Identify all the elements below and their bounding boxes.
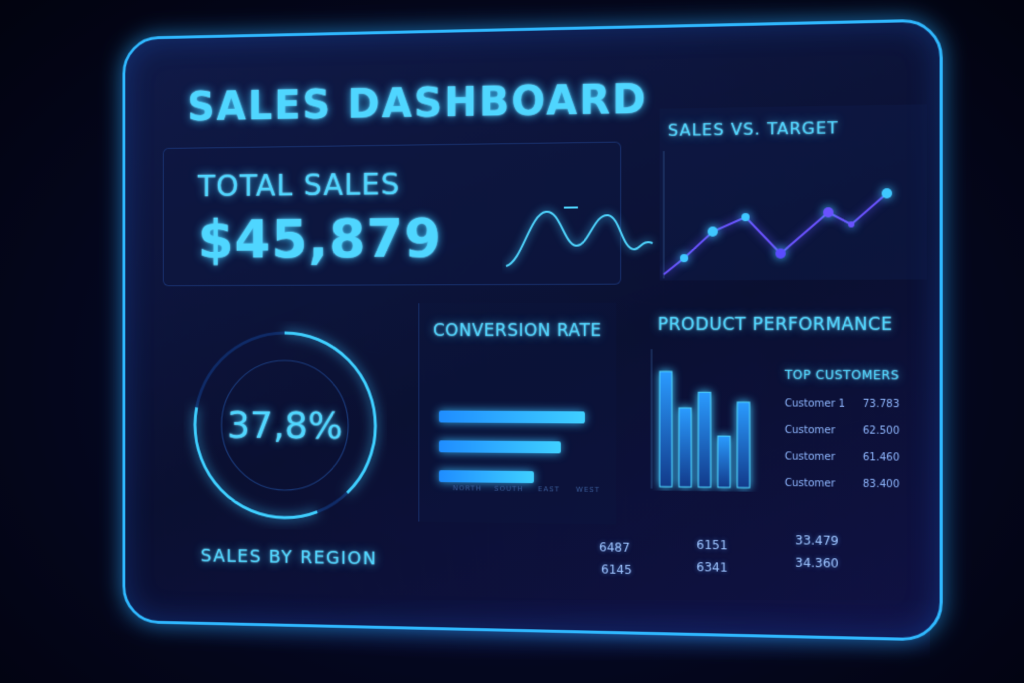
customer-row: Customer 62.500 xyxy=(785,425,900,437)
donut-value: 37,8% xyxy=(184,403,387,448)
product-bar xyxy=(679,408,691,487)
target-point xyxy=(848,221,854,227)
footer-number: 6145 xyxy=(601,562,632,577)
target-point xyxy=(823,207,833,217)
product-performance-label: PRODUCT PERFORMANCE xyxy=(658,315,893,336)
footer-number: 6151 xyxy=(696,538,727,553)
footer-number: 6341 xyxy=(696,560,727,575)
customer-value: 62.500 xyxy=(863,425,900,437)
conv-tick: EAST xyxy=(538,485,560,493)
top-customers-label: TOP CUSTOMERS xyxy=(785,368,900,383)
customer-name: Customer xyxy=(785,451,835,463)
footer-number: 34.360 xyxy=(795,556,839,571)
conversion-bar xyxy=(439,411,585,424)
footer-number: 33.479 xyxy=(795,533,839,548)
footer-number: 6487 xyxy=(599,540,630,555)
product-bar xyxy=(718,436,730,487)
product-bar xyxy=(698,392,710,487)
target-line xyxy=(664,193,887,274)
customer-row: Customer 83.400 xyxy=(785,478,900,491)
conv-tick: NORTH xyxy=(453,484,482,492)
conversion-bar xyxy=(439,440,561,453)
customer-name: Customer 1 xyxy=(785,398,845,410)
region-donut: 37,8% xyxy=(184,321,387,531)
customer-value: 83.400 xyxy=(863,479,900,491)
conversion-rate-card: CONVERSION RATE NORTH SOUTH EAST WEST xyxy=(418,303,616,525)
conversion-rate-label: CONVERSION RATE xyxy=(433,321,602,341)
total-sales-label: TOTAL SALES xyxy=(198,167,400,204)
target-point xyxy=(741,213,749,221)
total-sales-card: TOTAL SALES $45,879 xyxy=(163,142,621,287)
sparkline-icon xyxy=(502,193,663,275)
target-point xyxy=(775,248,785,258)
target-point xyxy=(680,254,688,262)
product-performance-chart xyxy=(650,349,773,492)
page-title: SALES DASHBOARD xyxy=(187,77,647,131)
conversion-bar xyxy=(439,470,534,483)
dashboard-panel: SALES DASHBOARD TOTAL SALES $45,879 SALE… xyxy=(122,18,942,641)
target-point xyxy=(708,226,718,236)
sales-by-region-label: SALES BY REGION xyxy=(201,546,378,570)
sales-vs-target-label: SALES VS. TARGET xyxy=(668,118,839,140)
product-bar xyxy=(660,371,672,486)
customer-name: Customer xyxy=(785,425,835,437)
conv-tick: SOUTH xyxy=(494,485,523,493)
sales-vs-target-chart xyxy=(660,146,927,281)
customer-row: Customer 61.460 xyxy=(785,451,900,463)
customer-value: 73.783 xyxy=(863,399,900,410)
customer-value: 61.460 xyxy=(863,452,900,464)
customer-row: Customer 1 73.783 xyxy=(785,398,900,410)
customer-name: Customer xyxy=(785,478,835,490)
conv-tick: WEST xyxy=(576,486,600,494)
target-point xyxy=(882,188,893,198)
product-bar xyxy=(737,402,749,488)
sales-vs-target-card: SALES VS. TARGET xyxy=(660,104,927,280)
total-sales-value: $45,879 xyxy=(198,207,442,271)
